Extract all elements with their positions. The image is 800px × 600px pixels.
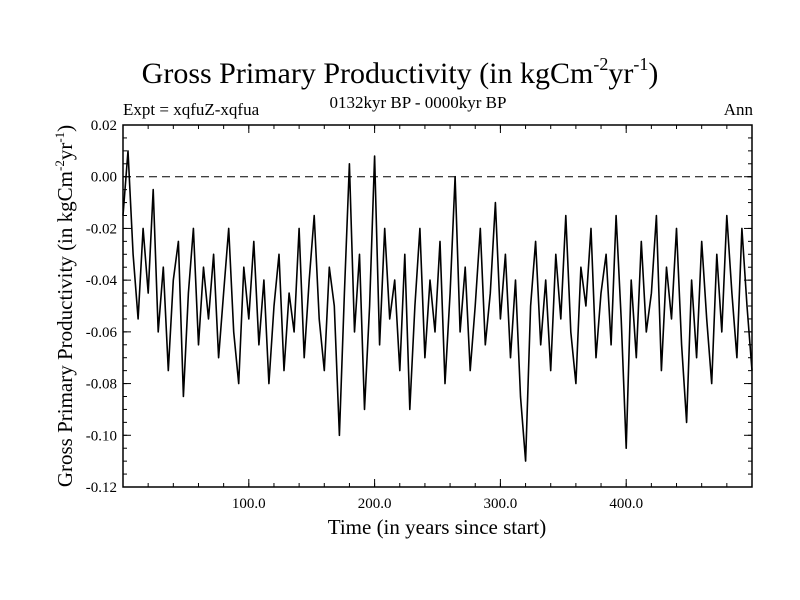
season-label: Ann — [723, 100, 753, 119]
y-axis-title: Gross Primary Productivity (in kgCm-2yr-… — [52, 125, 77, 487]
experiment-label: Expt = xqfuZ-xqfua — [123, 100, 260, 119]
y-tick-label: -0.12 — [86, 480, 117, 496]
y-tick-label: -0.04 — [86, 273, 118, 289]
x-tick-label: 100.0 — [232, 496, 266, 512]
x-tick-label: 400.0 — [609, 496, 643, 512]
chart-title-sup-2: -1 — [633, 54, 649, 74]
x-tick-label: 300.0 — [484, 496, 518, 512]
period-label: 0132kyr BP - 0000kyr BP — [329, 93, 507, 112]
chart-title-text: Gross Primary Productivity (in kgCm — [141, 57, 594, 90]
x-axis-title: Time (in years since start) — [328, 515, 547, 539]
chart-title-unit: yr — [608, 57, 634, 90]
series-line — [122, 150, 753, 462]
series-layer — [122, 150, 753, 462]
y-tick-label: 0.00 — [91, 170, 117, 186]
y-tick-label: -0.06 — [86, 325, 118, 341]
y-tick-label: -0.08 — [86, 377, 117, 393]
x-tick-label: 200.0 — [358, 496, 392, 512]
plot-frame — [122, 124, 753, 488]
y-tick-label: -0.10 — [86, 428, 117, 444]
chart-title-sup-1: -2 — [593, 54, 609, 74]
chart-title: Gross Primary Productivity (in kgCm-2yr-… — [0, 54, 800, 91]
y-tick-label: 0.02 — [91, 118, 117, 134]
tick-layer: 0.02 0.00 -0.02 -0.04 -0.06 -0.08 -0.10 -0.12 10… — [86, 118, 753, 512]
chart-title-close: ) — [648, 57, 659, 90]
y-tick-label: -0.02 — [86, 221, 117, 237]
